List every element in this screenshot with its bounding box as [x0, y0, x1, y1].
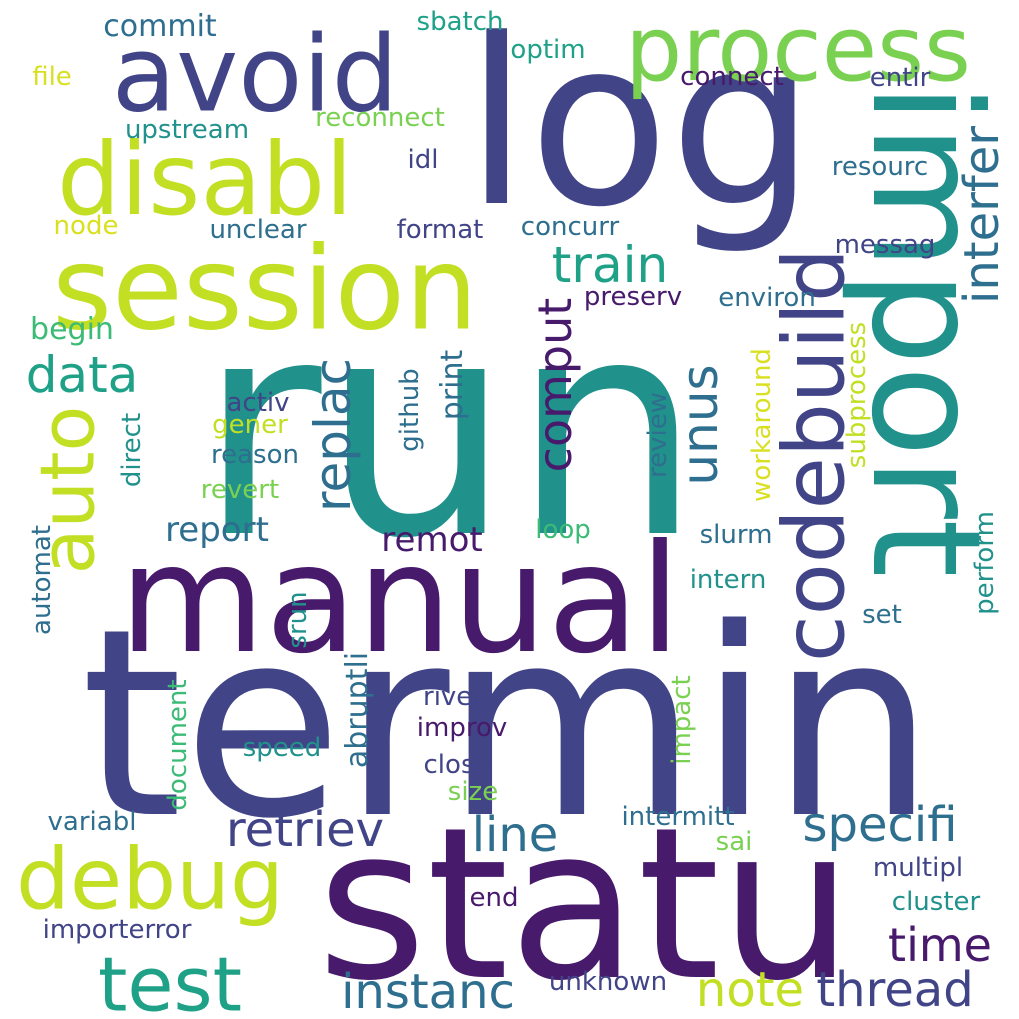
word-unknown: unknown: [548, 967, 668, 997]
word-slurm: slurm: [699, 520, 773, 550]
word-document: document: [163, 679, 193, 811]
word-review: review: [643, 392, 673, 478]
word-entir: entir: [869, 63, 931, 93]
word-intermitt: intermitt: [621, 802, 735, 832]
word-line: line: [471, 807, 559, 863]
word-river: river: [423, 682, 483, 712]
word-gener: gener: [212, 410, 288, 440]
word-termin: termin: [80, 574, 936, 876]
word-github: github: [395, 368, 425, 452]
word-comput: comput: [528, 297, 582, 473]
word-loop: loop: [535, 515, 591, 545]
word-run: run: [198, 255, 702, 604]
word-preserv: preserv: [583, 282, 683, 312]
word-size: size: [447, 777, 499, 807]
word-multipl: multipl: [872, 853, 964, 883]
word-impact: impact: [667, 675, 697, 765]
word-replac: replac: [304, 358, 362, 512]
word-messag: messag: [834, 230, 936, 260]
word-debug: debug: [15, 830, 285, 930]
word-unclear: unclear: [209, 215, 307, 245]
word-improv: improv: [416, 713, 508, 743]
word-close: close: [423, 750, 491, 780]
word-direct: direct: [117, 412, 147, 488]
word-instanc: instanc: [341, 964, 515, 1019]
word-resourc: resourc: [831, 152, 929, 182]
word-importerror: importerror: [42, 915, 192, 945]
word-activ: activ: [226, 388, 290, 418]
word-workaround: workaround: [747, 348, 777, 502]
word-sai: sai: [715, 827, 753, 857]
word-idl: idl: [407, 145, 439, 175]
word-disabl: disabl: [57, 121, 353, 238]
word-manual: manual: [119, 513, 681, 687]
word-abruptli: abruptli: [340, 651, 375, 769]
word-unus: unus: [671, 364, 729, 486]
word-session: session: [52, 222, 478, 357]
word-concurr: concurr: [520, 212, 620, 242]
word-set: set: [862, 600, 902, 630]
word-retriev: retriev: [225, 802, 385, 858]
word-sbatch: sbatch: [416, 7, 504, 37]
word-statu: statu: [317, 782, 853, 1019]
word-test: test: [97, 940, 243, 1019]
word-end: end: [469, 883, 519, 913]
word-revert: revert: [200, 475, 280, 505]
word-environ: environ: [718, 283, 816, 313]
word-format: format: [396, 215, 484, 245]
word-data: data: [25, 346, 139, 404]
word-report: report: [165, 510, 269, 550]
word-subprocess: subprocess: [842, 321, 872, 469]
word-automat: automat: [27, 525, 57, 635]
word-cluster: cluster: [891, 887, 981, 917]
word-begin: begin: [30, 312, 114, 347]
word-upstream: upstream: [124, 115, 250, 145]
word-interfer: interfer: [954, 125, 1010, 305]
word-node: node: [53, 211, 119, 241]
word-time: time: [888, 918, 992, 972]
word-file: file: [32, 62, 72, 92]
word-print: print: [435, 349, 470, 421]
word-variabl: variabl: [47, 807, 137, 837]
word-speed: speed: [242, 733, 322, 763]
word-optim: optim: [510, 35, 586, 65]
word-train: train: [551, 236, 669, 294]
word-remot: remot: [381, 520, 483, 560]
word-process: process: [625, 0, 971, 102]
word-log: log: [464, 0, 816, 258]
word-commit: commit: [103, 9, 217, 44]
word-note: note: [695, 962, 805, 1018]
word-avoid: avoid: [111, 13, 399, 136]
word-srun: srun: [283, 591, 313, 649]
word-specifi: specifi: [802, 797, 958, 853]
word-perform: perform: [970, 511, 1000, 615]
word-reason: reason: [211, 440, 299, 470]
word-intern: intern: [689, 565, 767, 595]
word-connect: connect: [680, 62, 784, 92]
word-reconnect: reconnect: [315, 103, 445, 133]
word-thread: thread: [816, 962, 974, 1018]
